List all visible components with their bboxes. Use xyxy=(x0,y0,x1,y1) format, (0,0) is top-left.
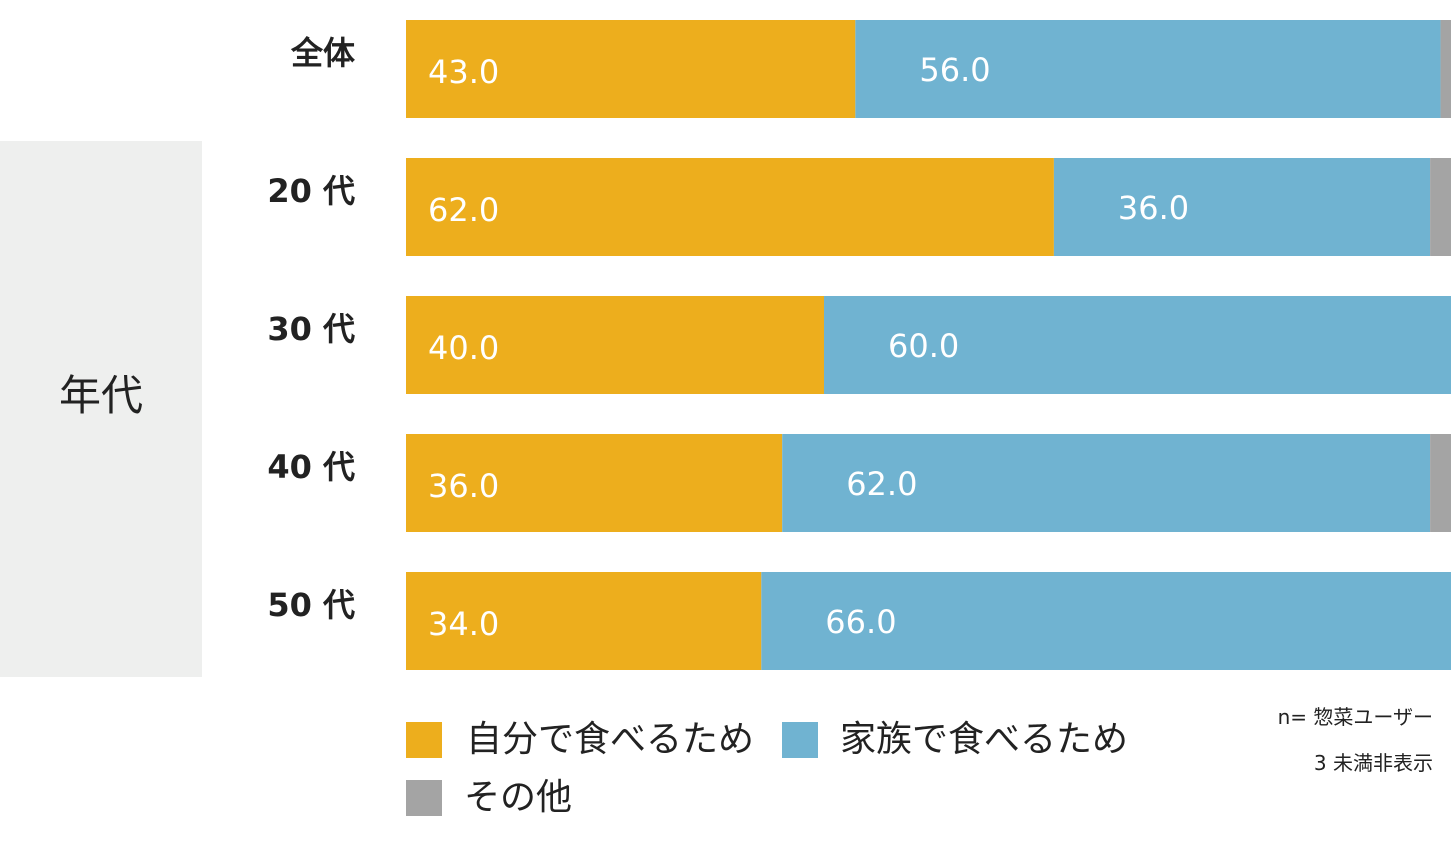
data-label: 60.0 xyxy=(888,327,959,365)
data-label: 43.0 xyxy=(428,53,499,91)
bar-segment-other xyxy=(1440,20,1451,118)
data-label: 40.0 xyxy=(428,329,499,367)
data-label: 66.0 xyxy=(825,603,896,641)
bar-segment-family xyxy=(824,296,1451,394)
bar-segment-self xyxy=(406,296,824,394)
legend-item-self: 自分で食べるため xyxy=(406,718,754,762)
category-label: 全体 xyxy=(290,34,355,72)
legend-label-family: 家族で食べるため xyxy=(840,719,1129,760)
legend-swatch-other xyxy=(406,780,442,816)
bar-segment-family xyxy=(1053,158,1431,256)
legend-swatch-self xyxy=(406,722,442,758)
bar-segment-self xyxy=(406,20,856,118)
data-label: 36.0 xyxy=(1118,189,1189,227)
category-label: 20 代 xyxy=(267,172,355,210)
bar-segment-family xyxy=(761,572,1451,670)
bar-segment-self xyxy=(406,434,783,532)
data-label: 62.0 xyxy=(846,465,917,503)
data-label: 56.0 xyxy=(919,51,990,89)
age-group-label: 年代 xyxy=(58,371,143,420)
legend-item-family: 家族で食べるため xyxy=(782,718,1128,762)
data-label: 62.0 xyxy=(428,191,499,229)
bar-segment-family xyxy=(855,20,1441,118)
legend-label-self: 自分で食べるため xyxy=(466,719,755,760)
category-label: 50 代 xyxy=(267,586,355,624)
legend-item-other: その他 xyxy=(406,776,572,820)
legend-swatch-family xyxy=(782,722,818,758)
data-label: 34.0 xyxy=(428,605,499,643)
data-label: 36.0 xyxy=(428,467,499,505)
category-label: 40 代 xyxy=(267,448,355,486)
sample-note: n= 惣菜ユーザー xyxy=(1277,705,1433,729)
bar-segment-other xyxy=(1430,434,1451,532)
category-label: 30 代 xyxy=(267,310,355,348)
hidden-note: 3 未満非表示 xyxy=(1313,751,1433,775)
bar-segment-self xyxy=(406,572,762,670)
bar-segment-family xyxy=(782,434,1431,532)
age-group-panel xyxy=(0,141,202,677)
legend-label-other: その他 xyxy=(464,777,573,818)
bar-segment-other xyxy=(1430,158,1451,256)
bar-segment-self xyxy=(406,158,1054,256)
